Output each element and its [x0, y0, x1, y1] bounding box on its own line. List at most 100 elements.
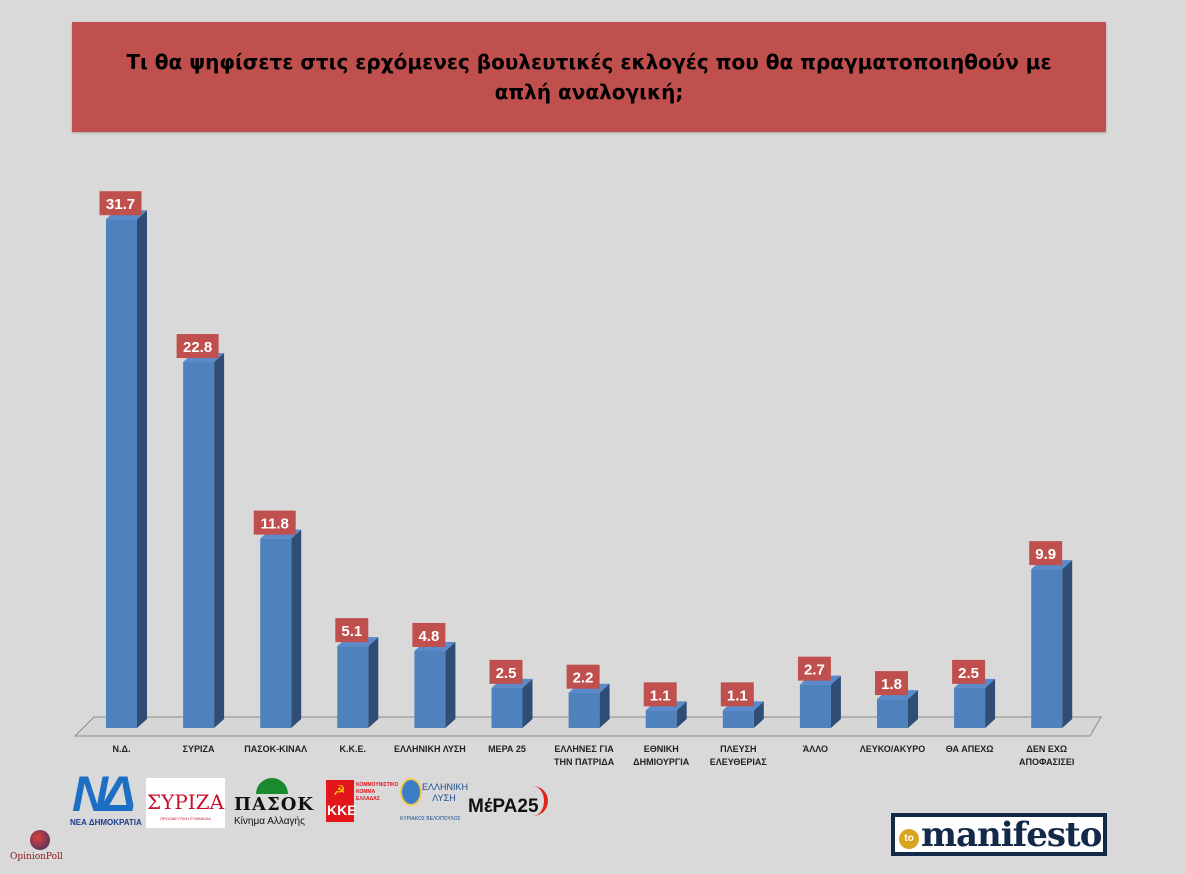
data-label-bg-9	[797, 656, 831, 681]
bar-side-1	[214, 353, 225, 728]
x-tick-label-11: ΘΑ ΑΠΕΧΩ	[946, 744, 994, 754]
bar-12	[1031, 569, 1063, 728]
pasok-logo-caption: Κίνημα Αλλαγής	[234, 816, 305, 827]
x-tick-label-8-0: ΠΛΕΥΣΗ	[720, 744, 756, 754]
data-label-bg-11	[952, 659, 986, 684]
kke-logo-caption: ΚΟΜΜΟΥΝΙΣΤΙΚΟ ΚΟΜΜΑ ΕΛΛΑΔΑΣ	[356, 782, 399, 802]
x-tick-label-0: Ν.Δ.	[113, 744, 131, 754]
syriza-logo-caption: ΠΡΟΟΔΕΥΤΙΚΗ ΣΥΜΜΑΧΙΑ	[160, 816, 211, 821]
bar-side-4	[445, 641, 456, 728]
kke-logo-box: ☭ ΚΚΕ	[326, 780, 357, 822]
data-label-0: 31.7	[106, 196, 135, 213]
x-tick-label-6-0: ΕΛΛΗΝΕΣ ΓΙΑ	[554, 744, 614, 754]
manifesto-logo-inner: to manifesto	[894, 816, 1104, 853]
nd-logo-mark: ΝΔ	[72, 766, 136, 822]
kke-logo-mark: ΚΚΕ	[327, 802, 357, 818]
bar-3	[337, 646, 369, 728]
bar-10	[877, 699, 908, 728]
bar-6	[568, 692, 600, 728]
bar-9	[799, 684, 831, 728]
data-label-4: 4.8	[418, 628, 439, 645]
bar-side-12	[1062, 560, 1073, 728]
bar-8	[722, 710, 754, 728]
x-tick-label-5: ΜΕΡΑ 25	[488, 744, 526, 754]
manifesto-logo-prefix: to	[899, 829, 919, 849]
bar-side-5	[522, 678, 533, 728]
elliniki-lysi-logo-mark: ΕΛΛΗΝΙΚΗ ΛΥΣΗ	[422, 782, 469, 803]
bar-2	[260, 538, 292, 728]
bar-5	[491, 687, 523, 728]
bar-side-6	[599, 683, 610, 728]
data-label-bg-0	[99, 191, 142, 216]
data-label-bg-12	[1029, 541, 1063, 566]
data-label-bg-3	[335, 618, 369, 643]
syriza-logo-mark: ΣΥΡΙΖΑ	[146, 790, 225, 814]
data-label-2: 11.8	[261, 516, 289, 533]
x-tick-label-9: ΆΛΛΟ	[803, 744, 828, 754]
hammer-sickle-icon: ☭	[333, 782, 346, 798]
x-tick-label-12-0: ΔΕΝ ΕΧΩ	[1026, 744, 1067, 754]
data-label-11: 2.5	[958, 665, 979, 682]
bar-side-0	[137, 210, 147, 729]
bar-side-11	[985, 678, 996, 728]
data-label-5: 2.5	[496, 665, 517, 682]
bar-side-9	[830, 675, 841, 728]
kke-logo: ☭ ΚΚΕ ΚΟΜΜΟΥΝΙΣΤΙΚΟ ΚΟΜΜΑ ΕΛΛΑΔΑΣ	[326, 780, 399, 822]
data-label-12: 9.9	[1035, 546, 1056, 563]
data-label-bg-7	[643, 682, 677, 707]
data-label-1: 22.8	[183, 339, 212, 356]
bar-side-3	[368, 637, 379, 728]
data-label-7: 1.1	[650, 687, 671, 704]
bar-11	[954, 687, 986, 728]
chart-title: Τι θα ψηφίσετε στις ερχόμενες βουλευτικέ…	[126, 50, 1052, 104]
elliniki-lysi-logo-caption: ΚΥΡΙΑΚΟΣ ΒΕΛΟΠΟΥΛΟΣ	[400, 816, 461, 822]
x-tick-label-8-1: ΕΛΕΥΘΕΡΙΑΣ	[710, 757, 768, 767]
bar-side-8	[753, 701, 764, 728]
bar-4	[414, 650, 446, 728]
elliniki-lysi-emblem-icon	[400, 778, 422, 806]
nd-logo: ΝΔ ΝΕΑ ΔΗΜΟΚΡΑΤΙΑ	[70, 766, 142, 828]
pasok-logo-mark: ΠΑΣΟΚ	[234, 794, 315, 815]
x-tick-label-10: ΛΕΥΚΟ/ΑΚΥΡΟ	[860, 744, 926, 754]
manifesto-logo: to manifesto	[891, 813, 1107, 856]
syriza-logo: ΣΥΡΙΖΑ ΠΡΟΟΔΕΥΤΙΚΗ ΣΥΜΜΑΧΙΑ	[146, 778, 225, 828]
data-label-bg-10	[875, 671, 908, 696]
x-tick-label-7-1: ΔΗΜΙΟΥΡΓΙΑ	[633, 757, 690, 767]
data-label-bg-4	[412, 622, 446, 647]
manifesto-logo-mark: manifesto	[921, 815, 1102, 855]
data-label-bg-8	[720, 682, 754, 707]
data-label-6: 2.2	[573, 670, 594, 687]
x-tick-label-2: ΠΑΣΟΚ-ΚΙΝΑΛ	[244, 744, 307, 754]
bar-0	[106, 219, 137, 728]
data-label-9: 2.7	[804, 662, 825, 679]
data-label-8: 1.1	[727, 687, 748, 704]
bar-side-2	[291, 529, 302, 728]
data-label-3: 5.1	[341, 623, 362, 640]
data-label-bg-1	[176, 334, 219, 359]
x-tick-label-4: ΕΛΛΗΝΙΚΗ ΛΥΣΗ	[394, 744, 466, 754]
x-tick-label-12-1: ΑΠΟΦΑΣΙΣΕΙ	[1019, 757, 1074, 767]
opinion-poll-logo: OpinionPoll	[10, 830, 74, 866]
x-tick-label-7-0: ΕΘΝΙΚΗ	[644, 744, 679, 754]
data-label-10: 1.8	[881, 676, 902, 693]
x-tick-label-1: ΣΥΡΙΖΑ	[183, 744, 215, 754]
x-tick-label-6-1: ΤΗΝ ΠΑΤΡΙΔΑ	[554, 757, 615, 767]
x-tick-label-3: Κ.Κ.Ε.	[340, 744, 367, 754]
pasok-sun-icon	[256, 778, 288, 794]
nd-logo-caption: ΝΕΑ ΔΗΜΟΚΡΑΤΙΑ	[70, 818, 142, 827]
chart-title-box: Τι θα ψηφίσετε στις ερχόμενες βουλευτικέ…	[72, 22, 1106, 132]
opinion-poll-logo-mark: OpinionPoll	[10, 852, 63, 862]
mera25-wing-icon	[520, 786, 548, 816]
bar-7	[645, 710, 677, 728]
data-label-bg-2	[253, 510, 296, 535]
mera25-logo: ΜέΡΑ25	[468, 782, 548, 826]
bar-side-7	[676, 701, 687, 728]
bar-side-10	[908, 690, 918, 728]
opinion-poll-dot-icon	[30, 830, 50, 850]
data-label-bg-5	[489, 659, 523, 684]
elliniki-lysi-logo: ΕΛΛΗΝΙΚΗ ΛΥΣΗ ΚΥΡΙΑΚΟΣ ΒΕΛΟΠΟΥΛΟΣ	[400, 776, 468, 826]
bar-1	[183, 362, 215, 728]
data-label-bg-6	[566, 664, 600, 689]
pasok-logo: ΠΑΣΟΚ Κίνημα Αλλαγής	[232, 776, 314, 830]
